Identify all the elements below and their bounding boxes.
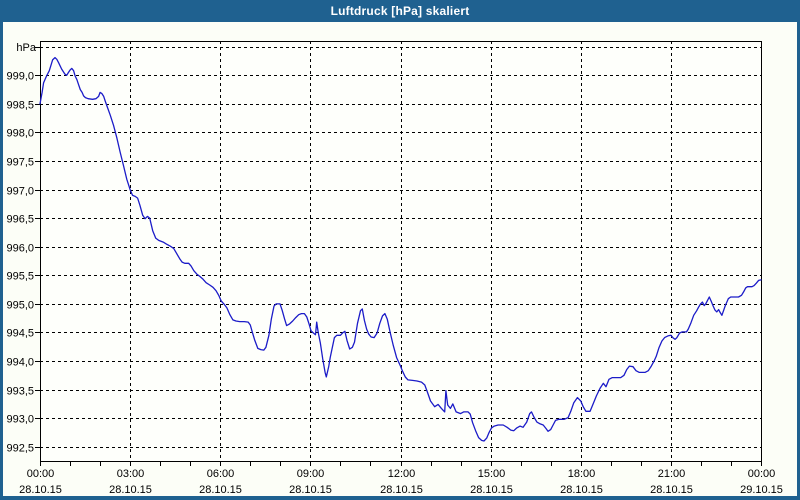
window-border-left xyxy=(0,22,3,500)
x-tick-date-label: 28.10.15 xyxy=(650,484,693,496)
y-tick-label: 996,0 xyxy=(6,243,34,255)
x-tick-date-label: 29.10.15 xyxy=(740,484,783,496)
y-axis-unit-label: hPa xyxy=(16,42,36,54)
x-tick-time-label: 03:00 xyxy=(117,468,145,480)
x-tick-time-label: 09:00 xyxy=(297,468,325,480)
window-border-right xyxy=(797,22,800,500)
x-axis-labels: 00:00 28.10.15 03:00 28.10.15 06:00 28.10.15 0… xyxy=(19,468,783,496)
y-tick-label: 992,5 xyxy=(6,443,34,455)
x-tick-time-label: 15:00 xyxy=(478,468,506,480)
plot-border xyxy=(40,41,762,462)
y-tick-label: 995,5 xyxy=(6,271,34,283)
x-tick-date-label: 28.10.15 xyxy=(199,484,242,496)
pressure-series-line xyxy=(39,56,762,442)
y-tick-label: 994,0 xyxy=(6,357,34,369)
x-tick-time-label: 00:00 xyxy=(748,468,776,480)
window-title: Luftdruck [hPa] skaliert xyxy=(330,4,470,18)
y-tick-label: 993,5 xyxy=(6,386,34,398)
x-tick-time-label: 21:00 xyxy=(658,468,686,480)
y-tick-label: 994,5 xyxy=(6,328,34,340)
y-tick-label: 997,0 xyxy=(6,186,34,198)
x-tick-time-label: 12:00 xyxy=(388,468,416,480)
x-tick-time-label: 00:00 xyxy=(27,468,55,480)
y-axis-labels: 999,0 998,5 998,0 997,5 997,0 996,5 996,0 995,5… xyxy=(6,71,34,455)
x-tick-date-label: 28.10.15 xyxy=(19,484,62,496)
x-tick-time-label: 18:00 xyxy=(568,468,596,480)
y-tick-label: 995,0 xyxy=(6,300,34,312)
y-tick-label: 998,5 xyxy=(6,100,34,112)
gridlines xyxy=(35,41,762,466)
y-tick-label: 998,0 xyxy=(6,128,34,140)
x-tick-date-label: 28.10.15 xyxy=(109,484,152,496)
y-tick-label: 997,5 xyxy=(6,157,34,169)
y-tick-label: 996,5 xyxy=(6,214,34,226)
x-tick-date-label: 28.10.15 xyxy=(289,484,332,496)
y-tick-label: 993,0 xyxy=(6,414,34,426)
window-border-bottom xyxy=(0,496,800,500)
x-tick-time-label: 06:00 xyxy=(207,468,235,480)
x-tick-date-label: 28.10.15 xyxy=(380,484,423,496)
title-bar: Luftdruck [hPa] skaliert xyxy=(0,0,800,22)
x-tick-date-label: 28.10.15 xyxy=(470,484,513,496)
x-tick-date-label: 28.10.15 xyxy=(560,484,603,496)
y-tick-label: 999,0 xyxy=(6,71,34,83)
